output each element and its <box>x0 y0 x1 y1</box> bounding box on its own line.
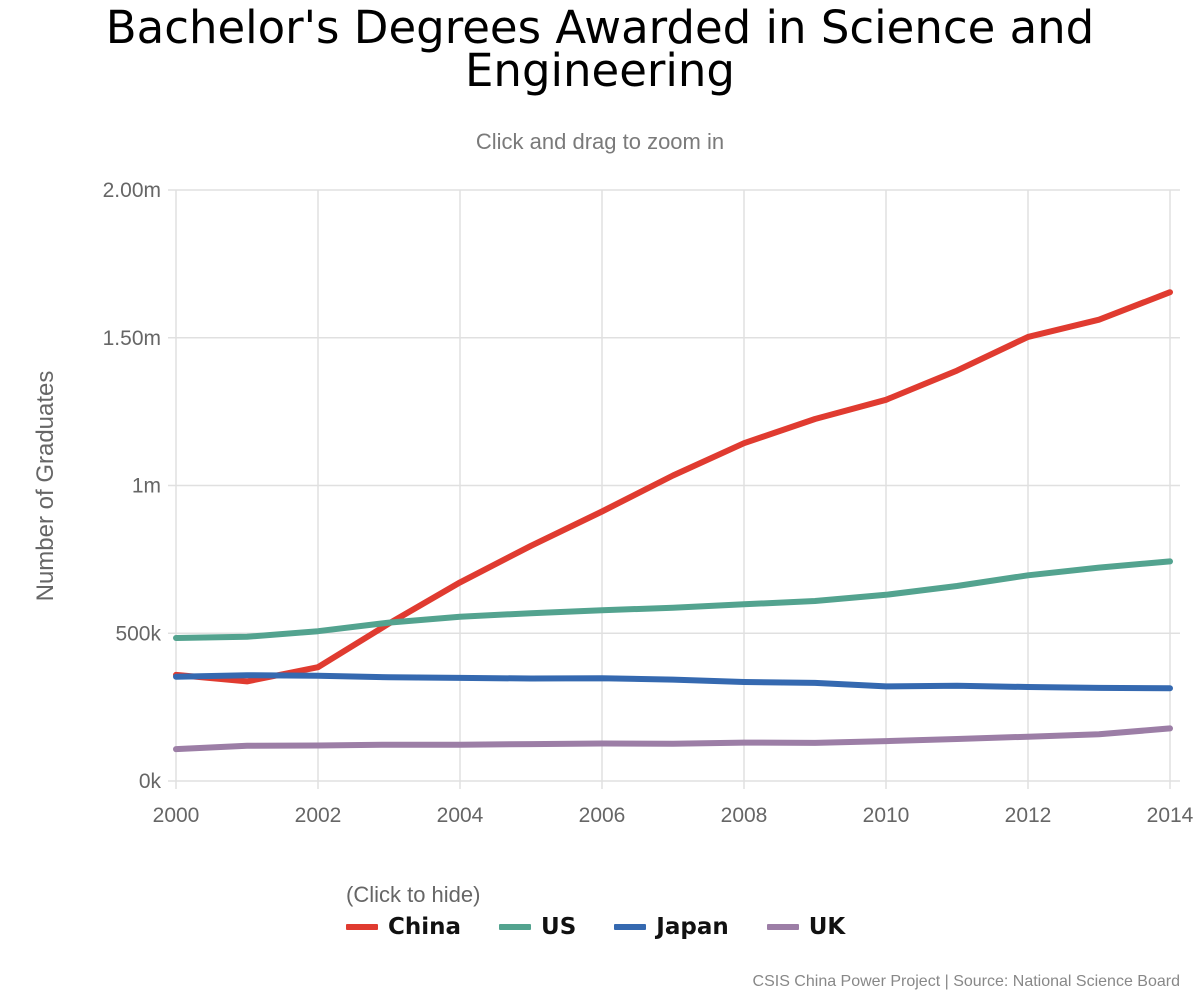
chart-title: Bachelor's Degrees Awarded in Science an… <box>0 1 1200 97</box>
legend-item-uk[interactable]: UK <box>766 914 846 940</box>
series-line-japan[interactable] <box>173 672 1173 692</box>
legend-label: US <box>541 914 577 940</box>
x-tick-label: 2008 <box>721 804 768 827</box>
y-tick-label: 1.50m <box>103 327 161 350</box>
x-tick-label: 2010 <box>863 804 910 827</box>
series-line-china[interactable] <box>173 289 1173 685</box>
x-tick-label: 2014 <box>1147 804 1194 827</box>
chart-title-line-2: Engineering <box>465 44 735 97</box>
chart-credits[interactable]: CSIS China Power Project | Source: Natio… <box>752 973 1180 990</box>
legend-hint: (Click to hide) <box>346 882 481 907</box>
y-tick-label: 500k <box>115 622 161 645</box>
x-tick-label: 2004 <box>437 804 484 827</box>
legend-label: China <box>388 914 462 940</box>
chart-subtitle: Click and drag to zoom in <box>475 129 725 154</box>
legend-swatch <box>499 924 532 930</box>
series-line-uk[interactable] <box>173 725 1173 753</box>
series-line-us[interactable] <box>173 558 1173 641</box>
y-tick-label: 2.00m <box>103 179 161 202</box>
legend-label: Japan <box>656 914 729 940</box>
legend-item-us[interactable]: US <box>499 914 576 940</box>
x-tick-label: 2000 <box>153 804 200 827</box>
chart-title-line-1: Bachelor's Degrees Awarded in Science an… <box>105 1 1095 54</box>
legend-swatch <box>614 924 647 930</box>
legend: China US Japan UK <box>346 914 883 940</box>
legend-swatch <box>346 924 378 930</box>
legend-swatch <box>766 924 799 930</box>
x-tick-label: 2002 <box>295 804 342 827</box>
legend-item-japan[interactable]: Japan <box>614 914 729 940</box>
x-tick-label: 2012 <box>1005 804 1052 827</box>
y-tick-label: 1m <box>132 475 161 498</box>
y-tick-label: 0k <box>139 770 162 793</box>
legend-item-china[interactable]: China <box>346 914 461 940</box>
x-tick-label: 2006 <box>579 804 626 827</box>
legend-label: UK <box>808 914 846 940</box>
